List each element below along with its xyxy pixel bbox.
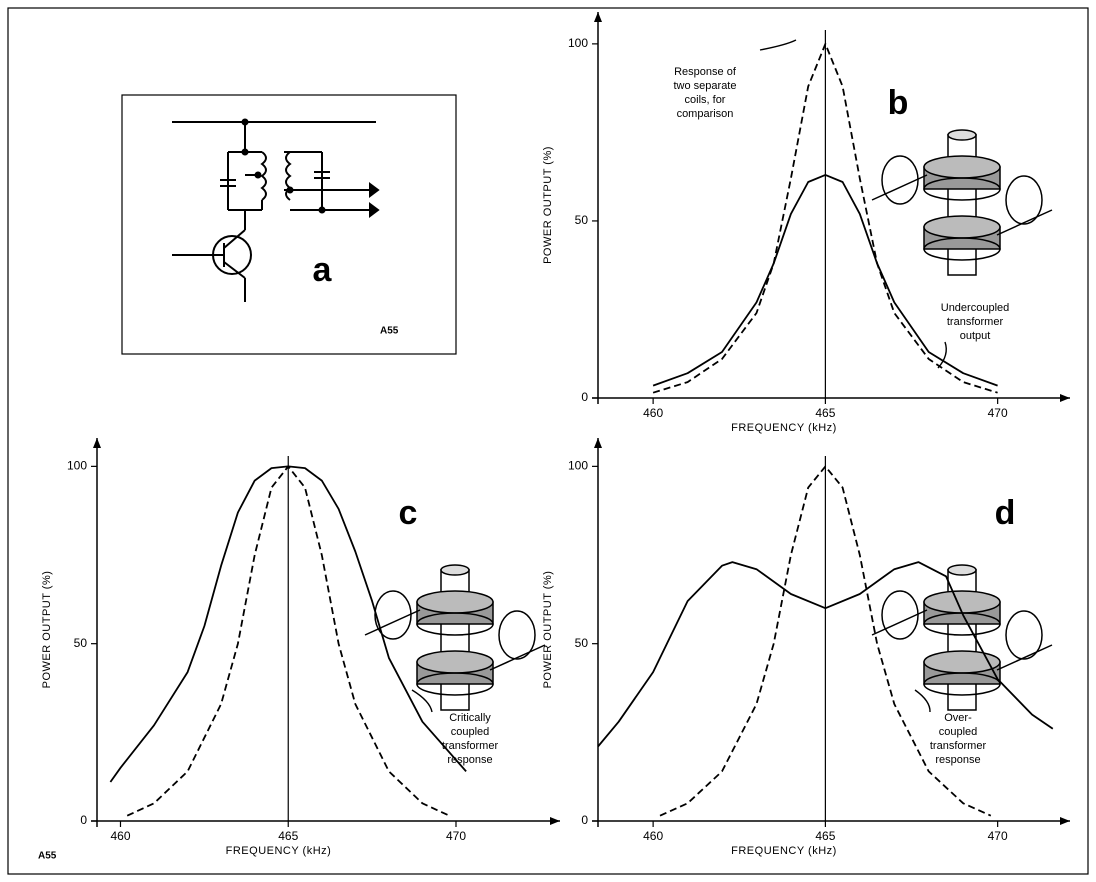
x-axis-label: FREQUENCY (kHz) bbox=[731, 845, 837, 857]
x-tick-label: 465 bbox=[278, 829, 298, 843]
annotation: Undercoupled bbox=[941, 302, 1010, 314]
x-tick-label: 460 bbox=[643, 406, 663, 420]
axis-arrow bbox=[594, 438, 602, 448]
y-tick-label: 0 bbox=[581, 390, 588, 404]
y-axis-label: POWER OUTPUT (%) bbox=[542, 571, 554, 689]
series-line bbox=[652, 174, 998, 387]
x-tick-label: 465 bbox=[815, 406, 835, 420]
wire bbox=[996, 209, 1053, 236]
y-tick-label: 0 bbox=[80, 813, 87, 827]
coil-winding-bottom bbox=[416, 672, 494, 696]
panel-label: c bbox=[399, 494, 418, 532]
wire bbox=[871, 174, 928, 201]
annotation: response bbox=[935, 754, 980, 766]
annotation: transformer bbox=[442, 740, 499, 752]
y-tick-label: 50 bbox=[74, 636, 88, 650]
series-line bbox=[109, 465, 467, 783]
x-tick-label: 465 bbox=[815, 829, 835, 843]
leader-line bbox=[937, 341, 947, 369]
x-tick-label: 470 bbox=[988, 829, 1008, 843]
coil-winding-top bbox=[923, 155, 1001, 179]
panel-label: b bbox=[888, 84, 909, 122]
panel-label: a bbox=[313, 251, 333, 289]
coil-illustration bbox=[871, 564, 1053, 711]
wire bbox=[871, 609, 928, 636]
x-axis-label: FREQUENCY (kHz) bbox=[226, 845, 332, 857]
coil-core-top bbox=[440, 564, 470, 576]
annotation: coupled bbox=[939, 726, 978, 738]
panel-label: d bbox=[995, 494, 1016, 532]
series-line bbox=[126, 465, 450, 817]
y-axis-label: POWER OUTPUT (%) bbox=[41, 571, 53, 689]
figure-code: A55 bbox=[38, 851, 57, 862]
series-line bbox=[597, 561, 1054, 748]
wire bbox=[489, 644, 546, 671]
circuit-panel: a A55 bbox=[121, 94, 457, 355]
circuit bbox=[172, 121, 380, 302]
coil-core-top bbox=[947, 129, 977, 141]
annotation: coils, for bbox=[685, 94, 726, 106]
leader-line bbox=[411, 689, 433, 713]
x-axis-label: FREQUENCY (kHz) bbox=[731, 422, 837, 434]
lens-right bbox=[1005, 175, 1043, 225]
axis-arrow bbox=[1060, 817, 1070, 825]
figure-code: A55 bbox=[380, 326, 399, 337]
y-tick-label: 100 bbox=[67, 459, 87, 473]
coil-core-top bbox=[947, 564, 977, 576]
coil-winding-top bbox=[416, 650, 494, 674]
annotation: Over- bbox=[944, 712, 972, 724]
annotation: transformer bbox=[947, 316, 1004, 328]
coil-winding-bottom bbox=[923, 672, 1001, 696]
lens-right bbox=[498, 610, 536, 660]
annotation: coupled bbox=[451, 726, 490, 738]
y-tick-label: 0 bbox=[581, 813, 588, 827]
y-tick-label: 100 bbox=[568, 36, 588, 50]
panel-box bbox=[121, 94, 457, 355]
annotation: Response of bbox=[674, 66, 737, 78]
y-tick-label: 50 bbox=[575, 213, 589, 227]
lens-right bbox=[1005, 610, 1043, 660]
wire bbox=[364, 609, 421, 636]
annotation: transformer bbox=[930, 740, 987, 752]
leader-line bbox=[759, 39, 797, 51]
y-tick-label: 50 bbox=[575, 636, 589, 650]
annotation: two separate bbox=[674, 80, 737, 92]
x-tick-label: 470 bbox=[988, 406, 1008, 420]
coil-winding-bottom bbox=[923, 237, 1001, 261]
lens-left bbox=[881, 155, 919, 205]
axis-arrow bbox=[594, 12, 602, 22]
x-tick-label: 460 bbox=[643, 829, 663, 843]
wire bbox=[996, 644, 1053, 671]
coil-illustration bbox=[364, 564, 546, 711]
coil-illustration bbox=[871, 129, 1053, 276]
annotation: Critically bbox=[449, 712, 491, 724]
series-line bbox=[652, 43, 998, 394]
coil-winding-bottom bbox=[416, 612, 494, 636]
annotation: output bbox=[960, 330, 991, 342]
leader-line bbox=[914, 689, 931, 713]
x-tick-label: 470 bbox=[446, 829, 466, 843]
y-tick-label: 100 bbox=[568, 459, 588, 473]
axis-arrow bbox=[550, 817, 560, 825]
y-axis-label: POWER OUTPUT (%) bbox=[542, 146, 554, 264]
coil-winding-bottom bbox=[923, 177, 1001, 201]
coil-winding-top bbox=[416, 590, 494, 614]
series-line bbox=[659, 465, 992, 817]
axis-arrow bbox=[93, 438, 101, 448]
annotation: response bbox=[447, 754, 492, 766]
axis-arrow bbox=[1060, 394, 1070, 402]
lens-left bbox=[881, 590, 919, 640]
annotation: comparison bbox=[677, 108, 734, 120]
coil-winding-top bbox=[923, 215, 1001, 239]
frame bbox=[7, 7, 1089, 875]
coil-winding-top bbox=[923, 590, 1001, 614]
x-tick-label: 460 bbox=[110, 829, 130, 843]
